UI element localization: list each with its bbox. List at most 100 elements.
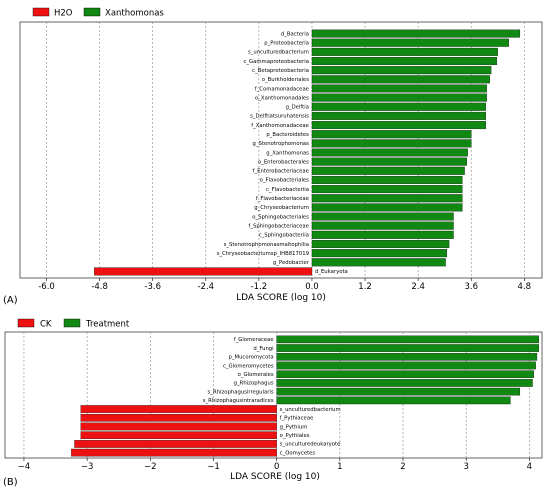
panel-a-plot-frame — [19, 21, 543, 279]
x-tick-label: -4.8 — [91, 282, 108, 292]
bar-label-o-glomerales: o_Glomerales — [238, 372, 274, 378]
bar-g-pythium — [80, 422, 277, 431]
panel-b-label: (B) — [3, 477, 18, 488]
bar-c-glomeromycetes — [276, 361, 536, 370]
bar-label-c-glomeromycetes: c_Glomeromycetes — [223, 363, 274, 369]
bar-label-g-xanthomonas: g_Xanthomonas — [266, 150, 309, 156]
bar-label-g-delftia: g_Delftia — [286, 105, 309, 111]
bar-label-s-rhizophagusintraradices: s_Rhizophagusintraradices — [203, 398, 274, 404]
panel-a-chart: H2O Xanthomonas d_Bacteria p_Proteobacter… — [3, 7, 543, 306]
x-tick-label: −4 — [18, 462, 31, 472]
x-tick-label: 2 — [400, 462, 405, 472]
bar-c-betaproteobacteria — [311, 66, 492, 75]
bar-label-f-flavobacteriaceae: f_Flavobacteriaceae — [256, 196, 309, 202]
bar-label-d-bacteria: d_Bacteria — [281, 31, 309, 37]
x-tick-label: −1 — [207, 462, 220, 472]
legend-label-h2o: H2O — [54, 9, 73, 19]
bar-f-xanthomonadaceae — [311, 121, 486, 130]
bar-o-xanthomonadales — [311, 93, 487, 102]
bar-label-f-enterobacteriaceae: f_Enterobacteriaceae — [253, 169, 309, 175]
bar-p-mucoromycota — [276, 352, 538, 361]
legend-swatch-ck — [17, 318, 35, 328]
bar-g-stenotrophomonas — [311, 139, 472, 148]
x-tick-label: 3.6 — [464, 282, 478, 292]
bar-label-c-oomycetes: c_Oomycetes — [280, 450, 316, 456]
bar-s-rhizophagusintraradices — [276, 396, 511, 405]
bar-label-f-sphingobacteriaceae: f_Sphingobacteriaceae — [248, 223, 308, 229]
bar-p-bacteroidetes — [311, 130, 472, 139]
bar-f-flavobacteriaceae — [311, 194, 463, 203]
panel-b-chart: CK Treatment f_Glomeraceae d_Fungi p_Mucor… — [3, 318, 543, 488]
bar-label-p-bacteroidetes: p_Bacteroidetes — [266, 132, 309, 138]
x-tick-label: -1.2 — [251, 282, 268, 292]
bar-d-bacteria — [311, 29, 521, 38]
bar-d-fungi — [276, 344, 539, 352]
bar-label-s-unculturedeukaryote: s_unculturedeukaryote — [280, 442, 341, 448]
panel-b-x-axis-label: LDA SCORE (log 10) — [230, 472, 320, 482]
bar-label-o-pythiales: o_Pythiales — [280, 433, 310, 439]
bar-label-s-unculturedbacterium: s_unculturedbacterium — [280, 407, 341, 413]
bar-label-g-rhizophagus: g_Rhizophagus — [234, 381, 274, 387]
bar-label-o-sphingobacteriales: o_Sphingobacteriales — [252, 214, 309, 220]
bar-p-proteobacteria — [311, 38, 509, 47]
bar-s-stenotrophomonasmaltophilia — [311, 239, 450, 248]
bar-label-g-pedobacter: g_Pedobacter — [273, 260, 310, 266]
x-tick-label: −2 — [144, 462, 157, 472]
bar-label-p-proteobacteria: p_Proteobacteria — [264, 41, 309, 47]
bar-g-xanthomonas — [311, 148, 468, 157]
x-tick-label: 2.4 — [411, 282, 425, 292]
bar-g-delftia — [311, 102, 486, 111]
bar-label-f-comamonadaceae: f_Comamonadaceae — [255, 86, 309, 92]
bar-o-glomerales — [276, 370, 534, 379]
bar-s-unculturedbacterium — [311, 47, 498, 56]
bar-label-f-glomeraceae: f_Glomeraceae — [234, 337, 274, 343]
panel-a-legend: H2O Xanthomonas — [32, 7, 164, 19]
x-tick-label: -3.6 — [144, 282, 161, 292]
x-tick-label: 4.8 — [518, 282, 532, 292]
bar-s-delftiatsuruhatensis — [311, 111, 486, 120]
bar-o-enterobacterales — [311, 157, 467, 166]
bar-label-o-burkholderiales: o_Burkholderiales — [262, 77, 309, 83]
bar-c-flavobacteriia — [311, 185, 463, 194]
bar-s-chryseobacteriumsp-ihb817019 — [311, 249, 448, 258]
bar-g-pedobacter — [311, 258, 446, 267]
bar-f-glomeraceae — [276, 335, 539, 344]
panel-a-x-axis-label: LDA SCORE (log 10) — [236, 293, 326, 303]
bar-label-g-stenotrophomonas: g_Stenotrophomonas — [253, 141, 310, 147]
bar-label-c-gammaproteobacteria: c_Gammaproteobacteria — [243, 59, 308, 65]
bar-label-g-pythium: g_Pythium — [280, 424, 308, 430]
bar-label-d-eukaryota: d_Eukaryota — [315, 269, 348, 275]
bar-label-p-mucoromycota: p_Mucoromycota — [228, 355, 273, 361]
bar-label-s-rhizophagusirregularis: s_Rhizophagusirregularis — [208, 389, 274, 395]
bar-c-oomycetes — [71, 448, 277, 457]
x-tick-label: 4 — [527, 462, 532, 472]
bar-s-unculturedbacterium — [80, 405, 277, 413]
x-tick-label: 0.0 — [305, 282, 319, 292]
x-tick-label: 1.2 — [358, 282, 372, 292]
legend-swatch-h2o — [32, 7, 50, 17]
bar-label-s-delftiatsuruhatensis: s_Delftiatsuruhatensis — [250, 114, 309, 120]
bar-f-sphingobacteriaceae — [311, 221, 454, 230]
bar-c-gammaproteobacteria — [311, 57, 498, 66]
bar-label-s-stenotrophomonasmaltophilia: s_Stenotrophomonasmaltophilia — [224, 242, 309, 248]
bar-o-burkholderiales — [311, 75, 490, 84]
bar-s-unculturedeukaryote — [74, 440, 277, 448]
panel-b-legend: CK Treatment — [17, 318, 130, 330]
bar-label-c-flavobacteriia: c_Flavobacteriia — [266, 187, 309, 193]
bar-label-s-unculturedbacterium: s_unculturedbacterium — [248, 50, 309, 56]
bar-g-chryseobacterium — [311, 203, 463, 212]
panel-b-plot-frame — [4, 331, 543, 459]
legend-swatch-treatment — [63, 318, 81, 328]
panel-a-label: (A) — [3, 295, 18, 306]
legend-label-treatment: Treatment — [85, 320, 130, 330]
bar-g-rhizophagus — [276, 379, 533, 387]
bar-f-enterobacteriaceae — [311, 166, 465, 175]
x-tick-label: 3 — [463, 462, 468, 472]
bar-o-pythiales — [80, 431, 277, 440]
x-tick-label: -6.0 — [38, 282, 55, 292]
bar-label-f-pythiaceae: f_Pythiaceae — [280, 416, 314, 422]
bar-d-eukaryota — [94, 267, 313, 276]
x-tick-label: 1 — [337, 462, 342, 472]
bar-label-d-fungi: d_Fungi — [253, 346, 273, 352]
